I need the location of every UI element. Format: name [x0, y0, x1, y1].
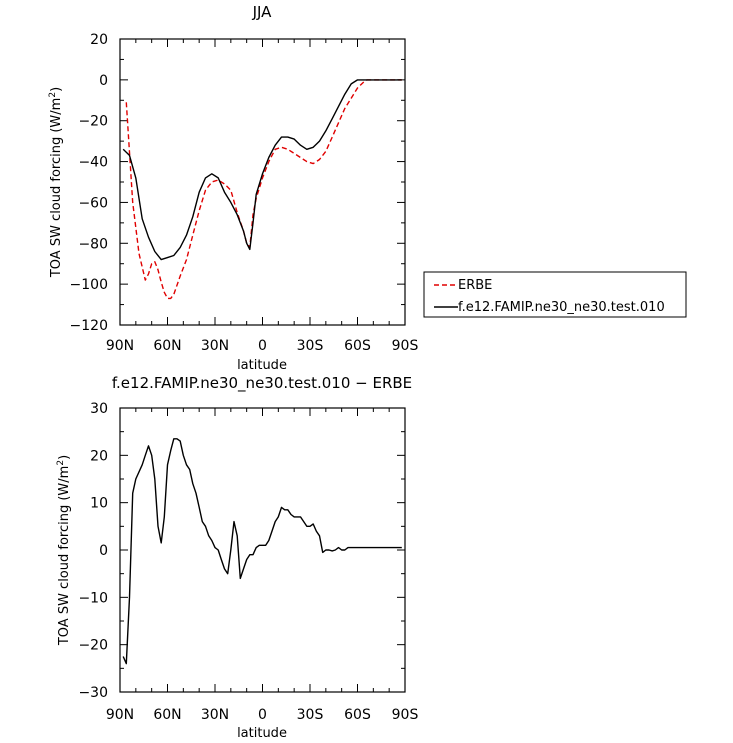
y-tick-label: −20 — [78, 114, 108, 130]
bottom-y-axis-label-sup: 2 — [56, 460, 66, 466]
y-tick-label: −120 — [70, 318, 108, 334]
x-tick-label: 0 — [258, 338, 267, 354]
bottom-y-axis-label-main: TOA SW cloud forcing (W/m — [57, 466, 72, 647]
y-tick-label: −30 — [78, 685, 108, 701]
x-tick-label: 30N — [201, 338, 229, 354]
top-plot-frame — [119, 38, 406, 326]
legend-box — [423, 271, 687, 318]
bottom-x-tick-labels: 90N 60N 30N 0 30S 60S 90S — [106, 707, 419, 723]
model-series-line — [122, 79, 402, 261]
bottom-panel: f.e12.FAMIP.ne30_ne30.test.010 − ERBE −3… — [56, 374, 418, 741]
top-axis-ticks — [119, 38, 406, 326]
legend: ERBE f.e12.FAMIP.ne30_ne30.test.010 — [423, 271, 687, 318]
top-x-axis-label: latitude — [237, 358, 287, 373]
y-tick-label: 20 — [90, 448, 108, 464]
bottom-y-axis-label: TOA SW cloud forcing (W/m2) — [56, 455, 72, 646]
x-tick-label: 0 — [258, 707, 267, 723]
y-tick-label: 0 — [99, 73, 108, 89]
y-tick-label: 0 — [99, 543, 108, 559]
y-tick-label: 10 — [90, 496, 108, 512]
bottom-y-tick-labels: −30 −20 −10 0 10 20 30 — [78, 401, 108, 701]
top-x-tick-labels: 90N 60N 30N 0 30S 60S 90S — [106, 338, 419, 354]
y-tick-label: −100 — [70, 277, 108, 293]
bottom-y-axis-label-tail: ) — [57, 455, 72, 460]
x-tick-label: 90N — [106, 338, 134, 354]
x-tick-label: 30S — [297, 707, 324, 723]
bottom-series-lines — [122, 438, 402, 665]
x-tick-label: 60N — [153, 707, 181, 723]
y-tick-label: −10 — [78, 590, 108, 606]
y-tick-label: −40 — [78, 155, 108, 171]
x-tick-label: 90N — [106, 707, 134, 723]
x-tick-label: 30N — [201, 707, 229, 723]
y-tick-label: −80 — [78, 236, 108, 252]
x-tick-label: 60N — [153, 338, 181, 354]
top-y-axis-label-tail: ) — [49, 87, 64, 92]
x-tick-label: 90S — [392, 338, 419, 354]
legend-model-label: f.e12.FAMIP.ne30_ne30.test.010 — [458, 300, 665, 315]
bottom-chart-title: f.e12.FAMIP.ne30_ne30.test.010 − ERBE — [112, 374, 412, 393]
bottom-x-axis-label: latitude — [237, 726, 287, 741]
bottom-plot-frame — [119, 407, 406, 693]
legend-erbe-label: ERBE — [458, 278, 492, 293]
erbe-series-line — [125, 79, 402, 300]
x-tick-label: 60S — [344, 338, 371, 354]
y-tick-label: −60 — [78, 195, 108, 211]
top-chart-title: JJA — [252, 3, 273, 21]
top-y-axis-label: TOA SW cloud forcing (W/m2) — [48, 87, 64, 278]
top-y-tick-labels: −120 −100 −80 −60 −40 −20 0 20 — [70, 32, 108, 334]
top-panel: JJA −120 −100 −80 −60 −40 −20 0 20 90N 60N 30N 0 30… — [48, 3, 418, 373]
y-tick-label: 20 — [90, 32, 108, 48]
top-y-axis-label-sup: 2 — [48, 92, 58, 98]
y-tick-label: −20 — [78, 638, 108, 654]
difference-series-line — [122, 438, 402, 665]
x-tick-label: 90S — [392, 707, 419, 723]
top-y-axis-label-main: TOA SW cloud forcing (W/m — [49, 98, 64, 279]
y-tick-label: 30 — [90, 401, 108, 417]
x-tick-label: 30S — [297, 338, 324, 354]
x-tick-label: 60S — [344, 707, 371, 723]
bottom-axis-ticks — [119, 407, 406, 693]
top-series-lines — [122, 79, 402, 300]
